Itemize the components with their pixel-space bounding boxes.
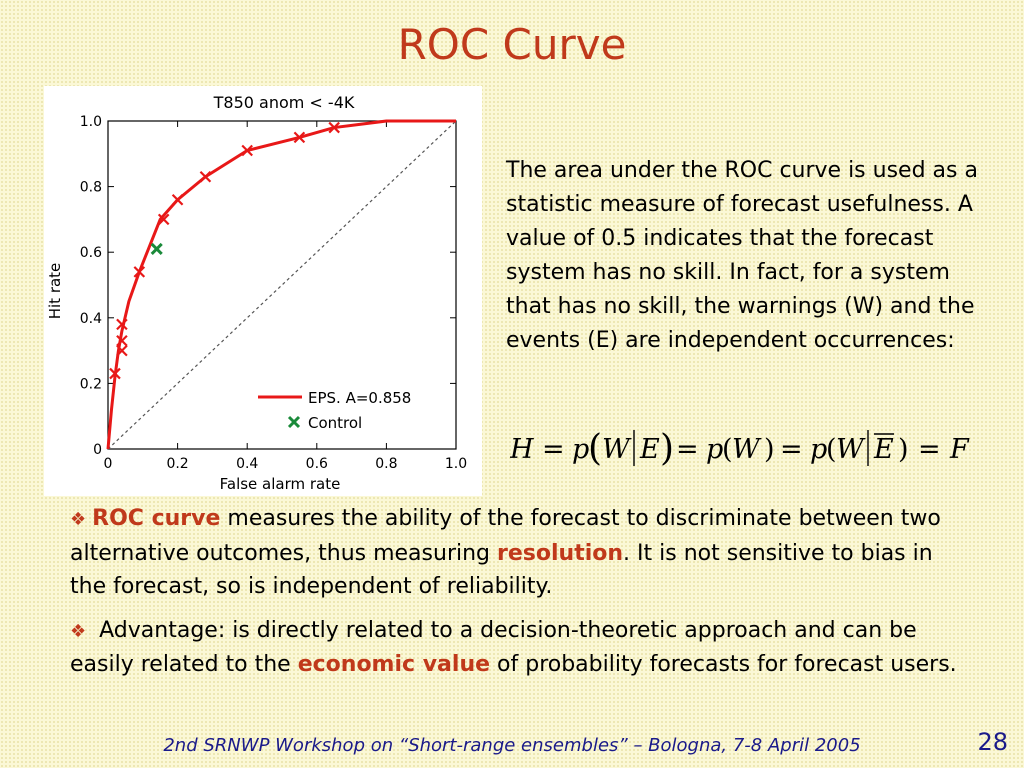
eps-point-marker-stroke <box>293 131 306 144</box>
formula-h: H <box>510 434 534 465</box>
eps-point-marker-stroke <box>199 170 212 183</box>
bullet-text: Advantage: is directly related to a deci… <box>70 617 917 678</box>
eps-point-marker-stroke <box>116 318 128 331</box>
legend-eps-label: EPS. A=0.858 <box>308 389 411 407</box>
formula-eq-4: = <box>918 434 941 465</box>
eps-point-marker-stroke <box>157 213 170 226</box>
formula-eq-1: = <box>542 434 565 465</box>
eps-point-marker-stroke <box>116 344 128 357</box>
formula-w-1: W <box>602 434 632 465</box>
no-skill-diagonal <box>107 120 457 450</box>
legend-control-swatch-stroke <box>287 415 301 429</box>
x-tick-label: 0.2 <box>166 456 188 472</box>
x-tick-label: 0.4 <box>236 456 258 472</box>
formula-f: F <box>949 434 970 465</box>
slide-footer: 2nd SRNWP Workshop on “Short-range ensem… <box>163 735 861 756</box>
eps-point-marker <box>116 334 128 347</box>
bullet-advantage: ❖ Advantage: is directly related to a de… <box>70 614 970 682</box>
formula-p-3: p <box>810 434 827 465</box>
diamond-bullet-icon: ❖ <box>70 509 87 530</box>
formula-p-1: p <box>572 434 589 465</box>
formula-close-paren-3: ) <box>898 434 909 465</box>
eps-point-marker <box>241 144 253 157</box>
bullet-text: . It is not sensitive to bias in the for… <box>70 540 933 600</box>
formula-p-2: p <box>706 434 723 465</box>
y-tick-label: 0 <box>93 442 102 458</box>
x-axis-label: False alarm rate <box>220 475 341 493</box>
diamond-bullet-icon: ❖ <box>70 620 87 642</box>
legend-control-label: Control <box>308 414 362 432</box>
highlight-roc-curve: ROC curve <box>92 506 221 531</box>
legend-control-swatch <box>287 415 301 429</box>
y-tick-label: 0.8 <box>80 180 102 196</box>
bullet-text: measures the ability of the forecast to … <box>70 506 941 566</box>
y-axis-label: Hit rate <box>46 263 64 320</box>
formula-w-2: W <box>732 434 762 465</box>
roc-chart-svg: 0 0.2 0.4 0.6 0.8 1.0 0 0.2 0.4 0.6 0.8 1.0 EPS. A=… <box>46 93 467 493</box>
control-point-marker <box>150 242 163 255</box>
eps-point-marker <box>293 131 306 144</box>
eps-point-marker-stroke <box>171 193 184 206</box>
control-point-marker-stroke <box>150 242 163 255</box>
y-tick-label: 0.4 <box>80 311 102 327</box>
formula-close-paren-1: ) <box>660 428 674 469</box>
highlight-economic-value: economic value <box>297 652 491 677</box>
bullet-roc-curve: ❖ ROC curve measures the ability of the f… <box>70 502 970 604</box>
eps-point-marker-stroke <box>241 144 253 157</box>
eps-point-marker-stroke <box>109 367 121 380</box>
eps-point-marker <box>171 193 184 206</box>
roc-description: The area under the ROC curve is used as … <box>506 158 978 353</box>
formula-open-paren-2: ( <box>722 434 733 465</box>
formula-eq-2: = <box>676 434 699 465</box>
x-tick-label: 0.8 <box>375 456 397 472</box>
eps-point-marker <box>116 318 128 331</box>
bullet-list: ❖ ROC curve measures the ability of the f… <box>70 502 970 692</box>
formula-close-paren-2: ) <box>764 434 775 465</box>
page-number: 28 <box>977 728 1008 756</box>
eps-point-marker <box>116 344 128 357</box>
formula-e-bar: E <box>873 434 894 465</box>
formula-eq-3: = <box>780 434 803 465</box>
plot-frame <box>107 120 457 450</box>
slide-title: ROC Curve <box>397 20 627 69</box>
eps-roc-curve <box>106 119 456 450</box>
highlight-resolution: resolution <box>497 540 624 566</box>
independence-formula: H = p ( W E ) = p ( W ) = p ( W E ) = F <box>510 428 970 469</box>
eps-point-marker <box>328 121 340 134</box>
eps-point-marker <box>199 170 212 183</box>
formula-e-1: E <box>639 434 660 465</box>
bullet-text: of probability forecasts for forecast us… <box>490 652 957 677</box>
y-tick-label: 0.6 <box>80 245 102 261</box>
eps-point-marker-stroke <box>116 334 128 347</box>
y-tick-label: 0.2 <box>80 376 102 392</box>
eps-point-marker <box>157 213 170 226</box>
eps-point-marker-stroke <box>328 121 340 134</box>
formula-open-paren-1: ( <box>588 428 602 469</box>
chart-title: T850 anom < -4K <box>213 93 355 112</box>
eps-point-marker-stroke <box>133 266 146 278</box>
eps-point-marker <box>109 367 121 380</box>
x-tick-label: 1.0 <box>445 456 467 472</box>
x-tick-label: 0.6 <box>306 456 328 472</box>
eps-point-marker <box>133 266 146 278</box>
formula-w-3: W <box>836 434 866 465</box>
x-tick-label: 0 <box>104 456 113 472</box>
roc-chart: 0 0.2 0.4 0.6 0.8 1.0 0 0.2 0.4 0.6 0.8 1.0 EPS. A=… <box>44 86 482 496</box>
y-tick-label: 1.0 <box>80 114 102 130</box>
formula-open-paren-3: ( <box>826 434 837 465</box>
